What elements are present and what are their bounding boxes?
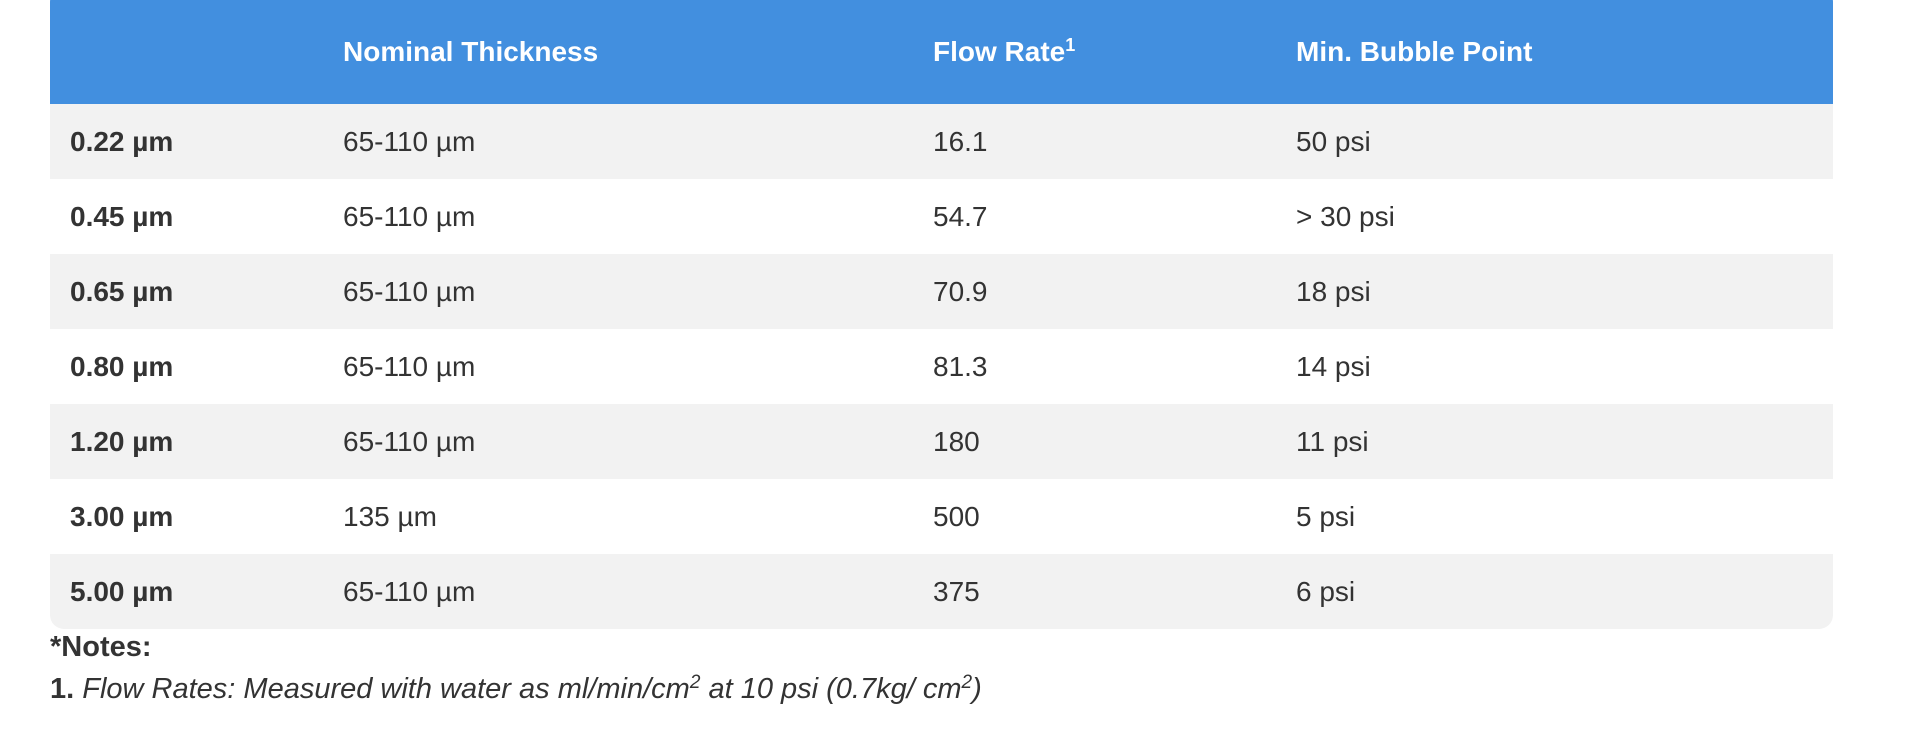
flow-rate-cell: 81.3 — [933, 350, 988, 382]
bubble-point-cell: 14 psi — [1296, 350, 1371, 382]
superscript: 2 — [689, 672, 701, 693]
table-row: 5.00 µm 65-110 µm 375 6 psi — [50, 554, 1833, 629]
header-flow-rate-label: Flow Rate — [933, 36, 1066, 67]
thickness-cell: 65-110 µm — [343, 575, 476, 607]
note-text-part: at 10 psi (0.7kg/ cm — [700, 673, 962, 705]
flow-rate-cell: 70.9 — [933, 275, 988, 307]
thickness-cell: 65-110 µm — [343, 350, 476, 382]
pore-size-cell: 1.20 µm — [70, 425, 174, 457]
thickness-cell: 135 µm — [343, 500, 437, 532]
table-header-row: Nominal Thickness Flow Rate1 Min. Bubble… — [50, 0, 1833, 104]
header-min-bubble-point: Min. Bubble Point — [1296, 36, 1533, 67]
pore-size-cell: 0.45 µm — [70, 200, 174, 232]
note-text-part: Flow Rates: Measured with water as ml/mi… — [82, 673, 690, 705]
bubble-point-cell: 6 psi — [1296, 575, 1356, 607]
bubble-point-cell: 50 psi — [1296, 125, 1371, 157]
note-number: 1. — [50, 673, 75, 705]
flow-rate-cell: 16.1 — [933, 125, 988, 157]
thickness-cell: 65-110 µm — [343, 425, 476, 457]
table-row: 0.45 µm 65-110 µm 54.7 > 30 psi — [50, 179, 1833, 254]
bubble-point-cell: > 30 psi — [1296, 200, 1395, 232]
bubble-point-cell: 11 psi — [1296, 425, 1369, 457]
bubble-point-cell: 5 psi — [1296, 500, 1356, 532]
pore-size-cell: 5.00 µm — [70, 575, 174, 607]
table-row: 0.65 µm 65-110 µm 70.9 18 psi — [50, 254, 1833, 329]
bubble-point-cell: 18 psi — [1296, 275, 1371, 307]
pore-size-cell: 0.22 µm — [70, 125, 174, 157]
specs-table: Nominal Thickness Flow Rate1 Min. Bubble… — [50, 0, 1833, 629]
header-nominal-thickness: Nominal Thickness — [343, 36, 599, 67]
table-row: 0.80 µm 65-110 µm 81.3 14 psi — [50, 329, 1833, 404]
thickness-cell: 65-110 µm — [343, 275, 476, 307]
pore-size-cell: 3.00 µm — [70, 500, 174, 532]
note-text-part: ) — [972, 673, 982, 705]
note-item: 1. Flow Rates: Measured with water as ml… — [50, 673, 982, 706]
table-row: 0.22 µm 65-110 µm 16.1 50 psi — [50, 104, 1833, 179]
table-row: 1.20 µm 65-110 µm 180 11 psi — [50, 404, 1833, 479]
flow-rate-cell: 375 — [933, 575, 980, 607]
table-row: 3.00 µm 135 µm 500 5 psi — [50, 479, 1833, 554]
header-pore-size — [50, 0, 343, 104]
note-text: Flow Rates: Measured with water as ml/mi… — [82, 673, 982, 705]
pore-size-cell: 0.80 µm — [70, 350, 174, 382]
pore-size-cell: 0.65 µm — [70, 275, 174, 307]
flow-rate-cell: 54.7 — [933, 200, 988, 232]
flow-rate-cell: 500 — [933, 500, 980, 532]
header-flow-rate: Flow Rate1 — [933, 0, 1296, 104]
specs-table-container: Nominal Thickness Flow Rate1 Min. Bubble… — [50, 0, 1833, 629]
thickness-cell: 65-110 µm — [343, 200, 476, 232]
flow-rate-cell: 180 — [933, 425, 980, 457]
notes-heading: *Notes: — [50, 631, 152, 663]
thickness-cell: 65-110 µm — [343, 125, 476, 157]
footnote-marker: 1 — [1065, 35, 1076, 55]
superscript: 2 — [961, 672, 973, 693]
